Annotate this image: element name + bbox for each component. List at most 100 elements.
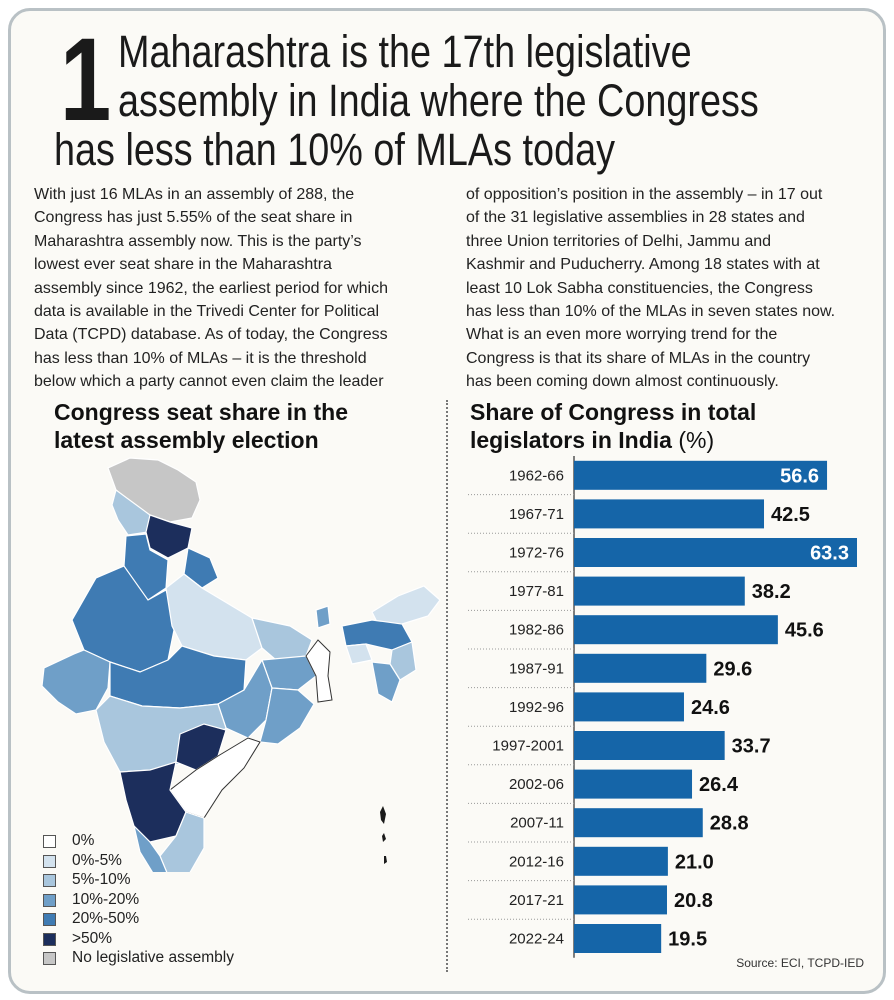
body-line: lowest ever seat share in the Maharashtr… [34,256,332,274]
body-line: has less than 10% of MLAs – it is the th… [34,349,367,367]
category-label: 2017-21 [509,892,564,909]
value-label: 45.6 [785,620,824,642]
body-line: has been coming down almost continuously… [466,373,779,391]
map-region-gujarat [41,649,111,715]
map-title: Congress seat share in the latest assemb… [54,398,348,454]
chart-title: Share of Congress in total legislators i… [470,398,756,454]
value-label: 24.6 [691,697,730,719]
bar [574,846,668,876]
headline-line-3: has less than 10% of MLAs today [54,124,616,175]
category-label: 1967-71 [509,506,564,523]
column-divider [446,400,448,972]
map-region-nagaland-manipur [389,641,417,681]
bar [574,615,778,645]
body-line: Kashmir and Puducherry. Among 18 states … [466,256,820,274]
body-line: Maharashtra assembly now. This is the pa… [34,232,362,250]
value-label: 26.4 [699,774,739,796]
body-text-right: of opposition’s position in the assembly… [466,183,835,394]
body-line: data is available in the Trivedi Center … [34,303,380,321]
chart-title-line-2: legislators in India (%) [470,426,756,454]
map-region-kerala [132,824,168,872]
value-label: 19.5 [668,929,707,951]
body-line: assembly since 1962, the earliest period… [34,279,388,297]
bar [574,692,684,722]
map-region-west-bengal [305,639,333,703]
legend-label: 0%-5% [72,851,122,869]
category-label: 2002-06 [509,776,564,793]
legend-swatch [43,835,56,848]
category-label: 1977-81 [509,583,564,600]
bar [574,653,707,683]
map-region-odisha [259,687,315,745]
value-label: 42.5 [771,504,810,526]
map-region-uttarakhand [183,547,219,589]
category-label: 1997-2001 [492,738,564,755]
map-region-andaman-islands [380,806,387,864]
story-number: 1 [60,14,112,146]
legend-swatch [43,952,56,965]
bar [574,769,693,799]
bar [574,885,667,915]
map-title-line: Congress seat share in the [54,399,348,425]
bar [574,499,765,529]
body-text-left: With just 16 MLAs in an assembly of 288,… [34,183,388,394]
chart-title-line-1: Share of Congress in total [470,399,757,425]
chart-title-unit: (%) [678,427,715,453]
body-line: With just 16 MLAs in an assembly of 288,… [34,186,355,203]
bar [574,924,662,953]
legend-swatch [43,932,56,946]
value-label: 29.6 [713,658,752,680]
value-label: 63.3 [810,543,849,565]
category-label: 1972-76 [509,545,564,562]
category-label: 2007-11 [510,815,564,832]
value-label: 21.0 [675,851,714,873]
bar [574,731,725,760]
legend-label: 20%-50% [72,910,140,927]
body-line: least 10 Lok Sabha constituencies, the C… [466,279,813,297]
body-line: of opposition’s position in the assembly… [466,186,823,203]
india-map [41,457,441,872]
bar [574,538,857,567]
chart-title-text: legislators in India [470,427,672,453]
body-line: three Union territories of Delhi, Jammu … [466,232,772,250]
legend-swatch [43,913,56,926]
value-label: 28.8 [710,813,749,835]
bar [574,808,703,838]
legend-label: 10%-20% [72,890,140,908]
legend-swatch [43,854,56,868]
category-label: 1987-91 [509,660,564,677]
body-line: Data (TCPD) database. As of today, the C… [34,326,388,344]
category-label: 1982-86 [509,622,564,639]
value-label: 33.7 [732,736,771,758]
legend-label: No legislative assembly [72,949,234,966]
legend-swatch [43,874,56,887]
body-line: below which a party cannot even claim th… [34,373,384,391]
legend-label: 0% [72,832,95,849]
body-line: Congress has just 5.55% of the seat shar… [34,209,353,227]
bar [574,576,745,606]
map-region-bihar [251,617,313,661]
body-line: What is an even more worrying trend for … [466,326,778,344]
value-label: 56.6 [780,465,819,487]
category-label: 1992-96 [509,699,564,716]
map-region-karnataka [119,761,187,843]
legend-label: >50% [72,929,113,947]
headline-line-2: assembly in India where the Congress [118,75,759,126]
category-label: 2022-24 [509,931,564,948]
bar-chart: 1962-66 56.6 1967-71 42.5 1972-76 63.3 1977-81… [468,456,857,958]
source-note: Source: ECI, TCPD-IED [736,956,864,970]
legend-swatch [43,893,56,907]
map-region-tripura-mizoram [371,661,401,703]
body-line: Congress is that its share of MLAs in th… [466,349,811,367]
map-title-line: latest assembly election [54,427,319,453]
headline-line-1: Maharashtra is the 17th legislative [118,26,692,77]
category-label: 1962-66 [509,467,564,484]
category-label: 2012-16 [509,853,564,870]
bar [574,460,828,490]
value-label: 20.8 [674,890,713,912]
body-line: has less than 10% of the MLAs in seven s… [466,303,836,321]
value-label: 38.2 [752,581,791,603]
legend-label: 5%-10% [72,871,131,888]
map-region-sikkim [315,605,331,629]
body-line: of the 31 legislative assemblies in 28 s… [466,209,805,227]
